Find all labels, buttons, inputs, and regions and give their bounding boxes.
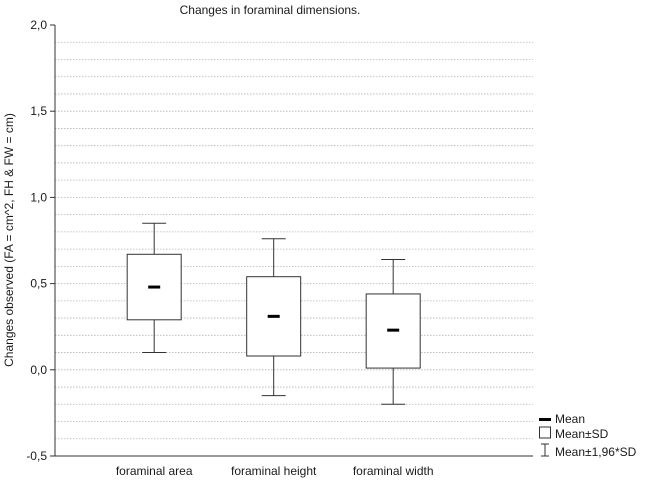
legend-box-symbol [539,426,551,439]
plot-frame [54,25,533,457]
y-tick-label: 1,0 [30,190,47,204]
box-foraminal-height [246,238,302,397]
mean-marker [148,285,161,289]
legend-label: Mean±1,96*SD [555,445,637,459]
legend-label: Mean±SD [555,427,609,441]
y-axis-label: Changes observed (FA = cm^2, FH & FW = c… [2,113,16,367]
legend-label: Mean [555,412,585,426]
x-tick-label: foraminal area [116,464,193,478]
legend-item-box: Mean±SD [539,426,609,441]
grid-lines [55,41,533,440]
y-tick-label: 0,5 [30,277,47,291]
chart-title: Changes in foraminal dimensions. [180,3,361,17]
box-foraminal-width [365,258,421,405]
boxes [126,222,421,405]
x-tick-label: foraminal height [231,464,317,478]
y-tick-label: 2,0 [30,18,47,32]
mean-marker [387,328,400,332]
y-axis-ticks: -0,5 0,0 0,5 1,0 1,5 2,0 [26,18,55,463]
box-foraminal-area [126,222,182,354]
mean-marker [267,314,280,318]
legend-item-whisker: Mean±1,96*SD [541,443,637,459]
x-axis-ticks: foraminal area foraminal height foraminal … [116,464,434,478]
legend-mean-symbol [539,418,551,421]
y-tick-label: 1,5 [30,104,47,118]
y-tick-label: -0,5 [26,449,47,463]
legend-item-mean: Mean [539,412,585,426]
y-tick-label: 0,0 [30,363,47,377]
x-tick-label: foraminal width [353,464,434,478]
